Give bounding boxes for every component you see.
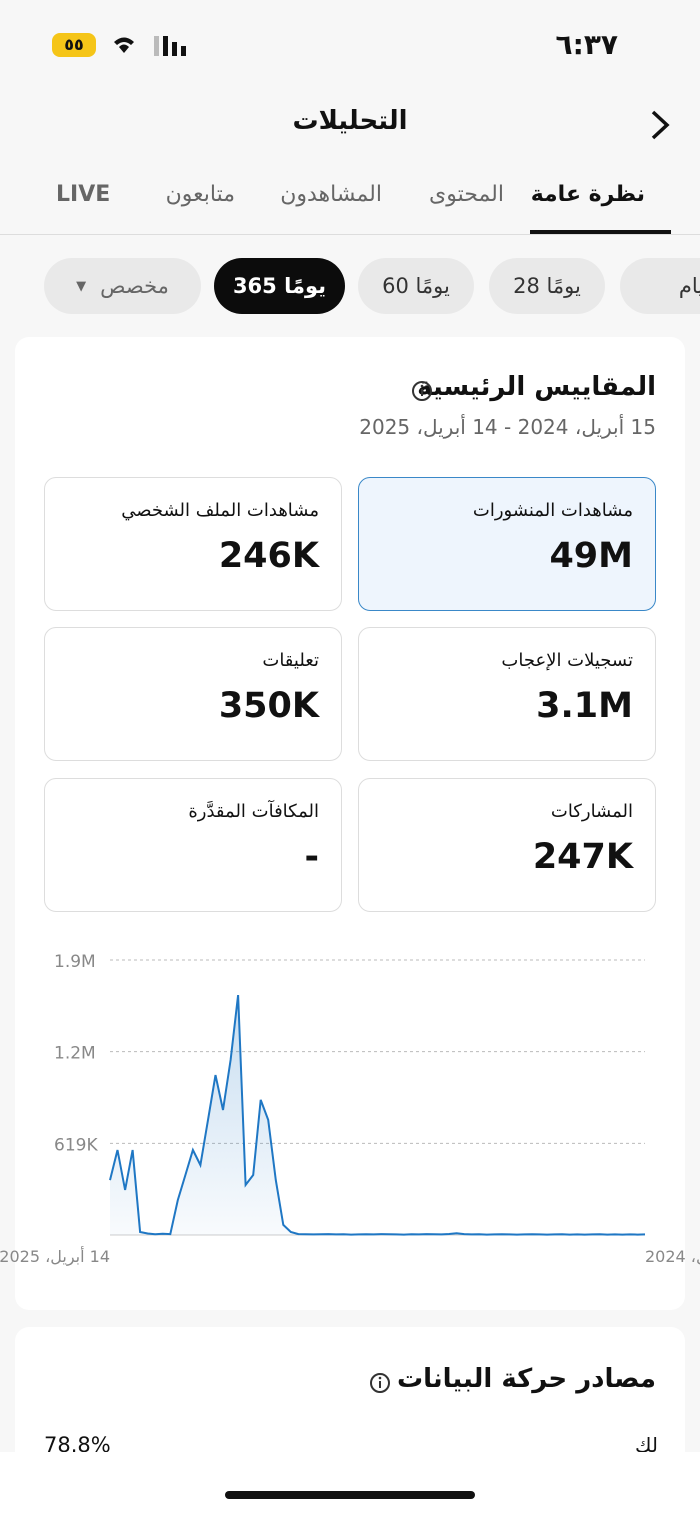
divider — [0, 234, 700, 235]
x-tick-label: 15 أبريل، 2024 — [645, 1246, 700, 1267]
info-icon[interactable] — [368, 1371, 392, 1395]
tab[interactable]: المشاهدون — [280, 182, 382, 207]
source-label: لك — [635, 1433, 658, 1457]
traffic-card — [15, 1327, 685, 1467]
range-chip[interactable]: 28 يومًا — [489, 258, 605, 314]
metric-label: المكافآت المقدَّرة — [188, 801, 319, 822]
range-chip-active[interactable]: 365 يومًا — [214, 258, 345, 314]
date-range: 15 أبريل، 2024 - 14 أبريل، 2025 — [359, 415, 656, 439]
range-label: مخصص — [100, 274, 169, 298]
range-chip[interactable]: 60 يومًا — [358, 258, 474, 314]
metric-value: 246K — [218, 536, 319, 576]
bottom-bar — [0, 1452, 700, 1514]
metric-label: مشاهدات الملف الشخصي — [121, 500, 319, 521]
metric-label: تسجيلات الإعجاب — [501, 650, 633, 671]
metric-box[interactable]: مشاهدات المنشورات 49M — [358, 477, 656, 611]
range-chip[interactable]: ▼ مخصص — [44, 258, 201, 314]
status-icons — [114, 36, 186, 56]
card-title: مصادر حركة البيانات — [396, 1364, 656, 1394]
metric-box[interactable]: مشاهدات الملف الشخصي 246K — [44, 477, 342, 611]
battery: ٥٥ — [52, 33, 96, 57]
metric-value: 3.1M — [536, 686, 633, 726]
metric-value: 49M — [549, 536, 633, 576]
back-button[interactable] — [645, 108, 675, 142]
line-series — [109, 994, 646, 1236]
tab[interactable]: المحتوى — [429, 182, 504, 207]
metric-value: - — [304, 837, 319, 877]
metric-label: تعليقات — [262, 650, 319, 671]
card-title: المقاييس الرئيسية — [417, 372, 656, 402]
x-tick-label: 14 أبريل، 2025 — [0, 1246, 110, 1267]
metric-value: 350K — [218, 686, 319, 726]
home-indicator — [225, 1491, 475, 1499]
y-tick-label: 619K — [54, 1135, 98, 1155]
metric-label: المشاركات — [550, 801, 633, 822]
tab-indicator — [530, 230, 671, 234]
metric-value: 247K — [532, 837, 633, 877]
metric-label: مشاهدات المنشورات — [472, 500, 633, 521]
range-chip[interactable]: 7 أيام — [620, 258, 700, 314]
y-tick-label: 1.2M — [54, 1044, 96, 1064]
info-icon[interactable] — [410, 379, 434, 403]
clock: ٦:٣٧ — [555, 28, 618, 61]
y-tick-label: 1.9M — [54, 952, 96, 972]
tab[interactable]: متابعون — [165, 182, 235, 207]
chart: 619K 1.2M 1.9M 14 أبريل، 2025 15 أبريل، 2024 — [0, 952, 700, 1267]
metric-box[interactable]: المكافآت المقدَّرة - — [44, 778, 342, 912]
line-area — [110, 995, 645, 1235]
tab[interactable]: نظرة عامة — [530, 182, 645, 207]
page-title: التحليلات — [292, 106, 408, 136]
metric-box[interactable]: تسجيلات الإعجاب 3.1M — [358, 627, 656, 761]
metric-box[interactable]: تعليقات 350K — [44, 627, 342, 761]
metric-box[interactable]: المشاركات 247K — [358, 778, 656, 912]
tab[interactable]: LIVE — [56, 182, 111, 207]
